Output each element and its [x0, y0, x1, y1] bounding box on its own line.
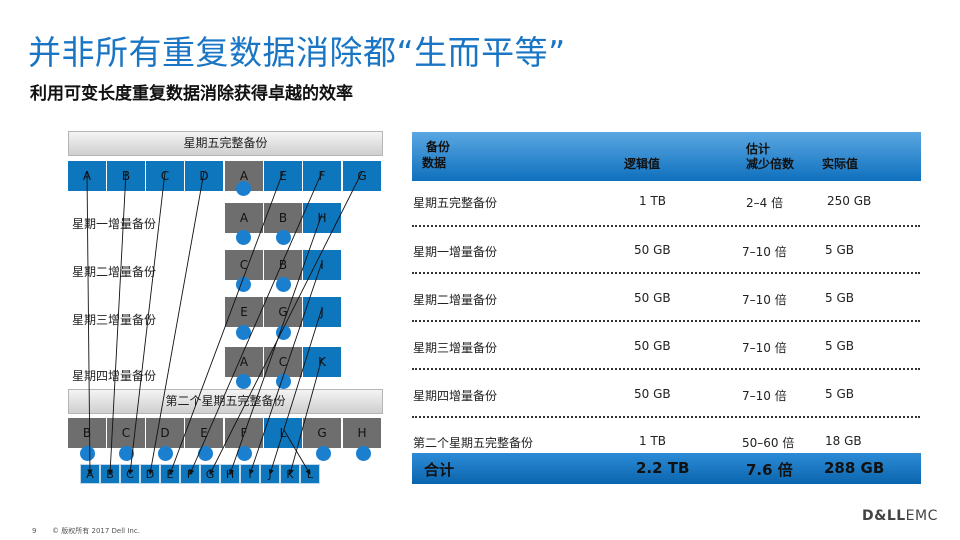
- dedup-marker: [316, 446, 331, 461]
- row-reduction: 50–60 倍: [742, 436, 795, 450]
- total-label: 合计: [424, 461, 455, 479]
- block: A: [225, 347, 263, 377]
- header-actual: 实际值: [822, 157, 859, 171]
- logo-bold: D&LL: [862, 508, 906, 524]
- row-actual: 5 GB: [825, 339, 854, 353]
- logo-light: EMC: [905, 508, 938, 524]
- block: F: [303, 161, 341, 191]
- block: G: [343, 161, 381, 191]
- header-logical: 逻辑值: [624, 157, 661, 171]
- row-actual: 250 GB: [827, 194, 872, 208]
- block: G: [264, 297, 302, 327]
- friday-full-backup-bar: 星期五完整备份: [68, 131, 383, 156]
- block: K: [303, 347, 341, 377]
- dedup-marker: [236, 325, 251, 340]
- total-logical: 2.2 TB: [636, 459, 690, 477]
- wednesday-label: 星期三增量备份: [72, 313, 157, 327]
- row-divider: [412, 272, 920, 274]
- copyright: © 版权所有 2017 Dell Inc.: [52, 527, 140, 535]
- block: C: [146, 161, 184, 191]
- row-actual: 5 GB: [825, 243, 854, 257]
- row-name: 第二个星期五完整备份: [413, 436, 534, 450]
- block: A: [225, 203, 263, 233]
- dedup-marker: [276, 230, 291, 245]
- header-backup: 备份: [426, 140, 451, 154]
- block: C: [107, 418, 145, 448]
- dell-emc-logo: D&LLEMC: [862, 508, 938, 524]
- page-number: 9: [32, 527, 37, 535]
- header-reduction: 减少倍数: [746, 157, 795, 171]
- dedup-marker: [236, 374, 251, 389]
- footer: 9 © 版权所有 2017 Dell Inc.: [32, 526, 140, 536]
- row-reduction: 7–10 倍: [742, 293, 787, 307]
- row-name: 星期五完整备份: [413, 196, 498, 210]
- row-name: 星期四增量备份: [413, 389, 498, 403]
- header-data: 数据: [422, 156, 447, 170]
- block: B: [264, 250, 302, 280]
- page-subtitle: 利用可变长度重复数据消除获得卓越的效率: [30, 84, 353, 104]
- dedup-marker: [356, 446, 371, 461]
- row-logical: 50 GB: [634, 243, 671, 257]
- table-header: 备份 数据 逻辑值 估计 减少倍数 实际值: [412, 132, 921, 181]
- block: I: [303, 250, 341, 280]
- row-divider: [412, 225, 920, 227]
- header-estimate: 估计: [746, 142, 771, 156]
- row-reduction: 7–10 倍: [742, 341, 787, 355]
- row-logical: 50 GB: [634, 387, 671, 401]
- block: D: [185, 161, 223, 191]
- block: C: [264, 347, 302, 377]
- dedup-marker: [276, 277, 291, 292]
- row-reduction: 7–10 倍: [742, 389, 787, 403]
- block: H: [303, 203, 341, 233]
- block: D: [146, 418, 184, 448]
- total-reduction: 7.6 倍: [746, 461, 793, 479]
- row-reduction: 2–4 倍: [746, 196, 784, 210]
- dedup-marker: [158, 446, 173, 461]
- block: F: [225, 418, 263, 448]
- row-logical: 50 GB: [634, 291, 671, 305]
- block: B: [264, 203, 302, 233]
- row-name: 星期二增量备份: [413, 293, 498, 307]
- page-title: 并非所有重复数据消除都“生而平等”: [28, 33, 566, 72]
- block: J: [303, 297, 341, 327]
- thursday-label: 星期四增量备份: [72, 369, 157, 383]
- monday-label: 星期一增量备份: [72, 217, 157, 231]
- row-logical: 1 TB: [639, 194, 667, 208]
- table-total-row: 合计 2.2 TB 7.6 倍 288 GB: [412, 453, 921, 484]
- row-name: 星期三增量备份: [413, 341, 498, 355]
- block: E: [264, 161, 302, 191]
- dedup-marker: [80, 446, 95, 461]
- row-reduction: 7–10 倍: [742, 245, 787, 259]
- row-logical: 1 TB: [639, 434, 667, 448]
- dedup-marker: [236, 230, 251, 245]
- dedup-marker: [236, 181, 251, 196]
- dedup-marker: [237, 446, 252, 461]
- row-logical: 50 GB: [634, 339, 671, 353]
- dedup-marker: [198, 446, 213, 461]
- row-divider: [412, 320, 920, 322]
- dedup-marker: [119, 446, 134, 461]
- block: G: [303, 418, 341, 448]
- row-actual: 18 GB: [825, 434, 862, 448]
- block: A: [225, 161, 263, 191]
- tuesday-label: 星期二增量备份: [72, 265, 157, 279]
- block: E: [225, 297, 263, 327]
- row-divider: [412, 368, 920, 370]
- total-actual: 288 GB: [824, 459, 885, 477]
- block: B: [68, 418, 106, 448]
- row-actual: 5 GB: [825, 387, 854, 401]
- row-name: 星期一增量备份: [413, 245, 498, 259]
- row-actual: 5 GB: [825, 291, 854, 305]
- block: H: [343, 418, 381, 448]
- row-divider: [412, 416, 920, 418]
